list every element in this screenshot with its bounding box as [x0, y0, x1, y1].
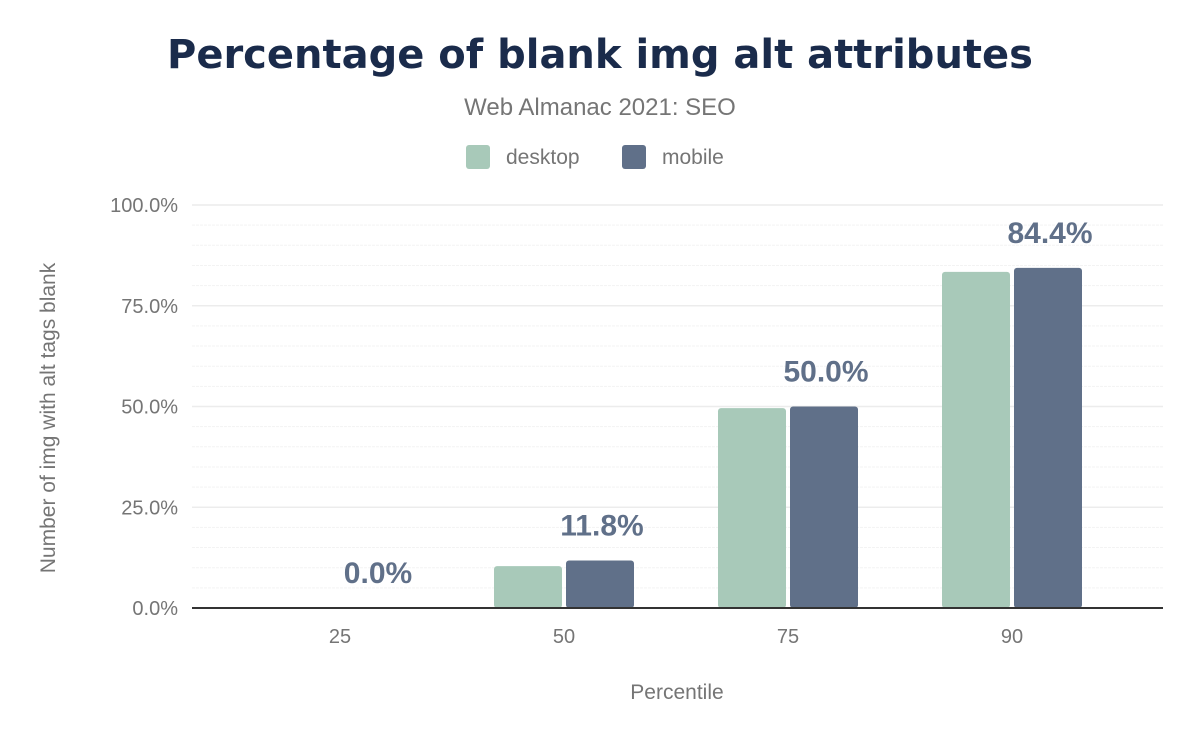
bar-desktop-90 — [942, 271, 1010, 608]
bar-mobile-75 — [790, 406, 858, 608]
data-label: 0.0% — [344, 557, 412, 590]
bar-mobile-50 — [566, 560, 634, 608]
y-tick-label: 25.0% — [121, 497, 178, 519]
legend-swatch-mobile — [622, 145, 646, 169]
x-tick-label: 75 — [777, 626, 799, 648]
chart-title: Percentage of blank img alt attributes — [167, 32, 1033, 78]
bar-desktop-50 — [494, 566, 562, 608]
bar-mobile-90 — [1014, 267, 1082, 608]
x-tick-label: 90 — [1001, 626, 1023, 648]
y-axis-label: Number of img with alt tags blank — [37, 262, 60, 573]
y-tick-label: 50.0% — [121, 397, 178, 419]
data-label: 11.8% — [560, 509, 643, 542]
x-tick-label: 50 — [553, 626, 575, 648]
y-tick-label: 100.0% — [110, 195, 178, 217]
data-label: 84.4% — [1007, 217, 1092, 250]
chart-subtitle: Web Almanac 2021: SEO — [464, 94, 736, 121]
x-tick-label: 25 — [329, 626, 351, 648]
data-label: 50.0% — [783, 356, 868, 389]
y-tick-label: 75.0% — [121, 296, 178, 318]
legend-label-desktop: desktop — [506, 146, 580, 169]
bar-desktop-75 — [718, 408, 786, 608]
x-axis-label: Percentile — [630, 681, 723, 704]
legend-swatch-desktop — [466, 145, 490, 169]
legend-label-mobile: mobile — [662, 146, 724, 169]
y-tick-label: 0.0% — [132, 598, 178, 620]
